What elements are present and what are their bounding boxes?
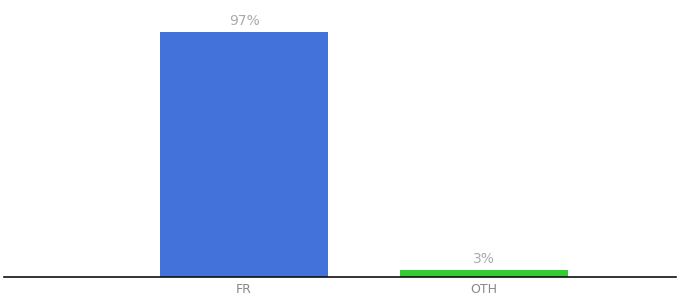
Bar: [400, 270, 568, 277]
Text: 97%: 97%: [228, 14, 260, 28]
Bar: [160, 32, 328, 277]
Text: 3%: 3%: [473, 252, 495, 266]
